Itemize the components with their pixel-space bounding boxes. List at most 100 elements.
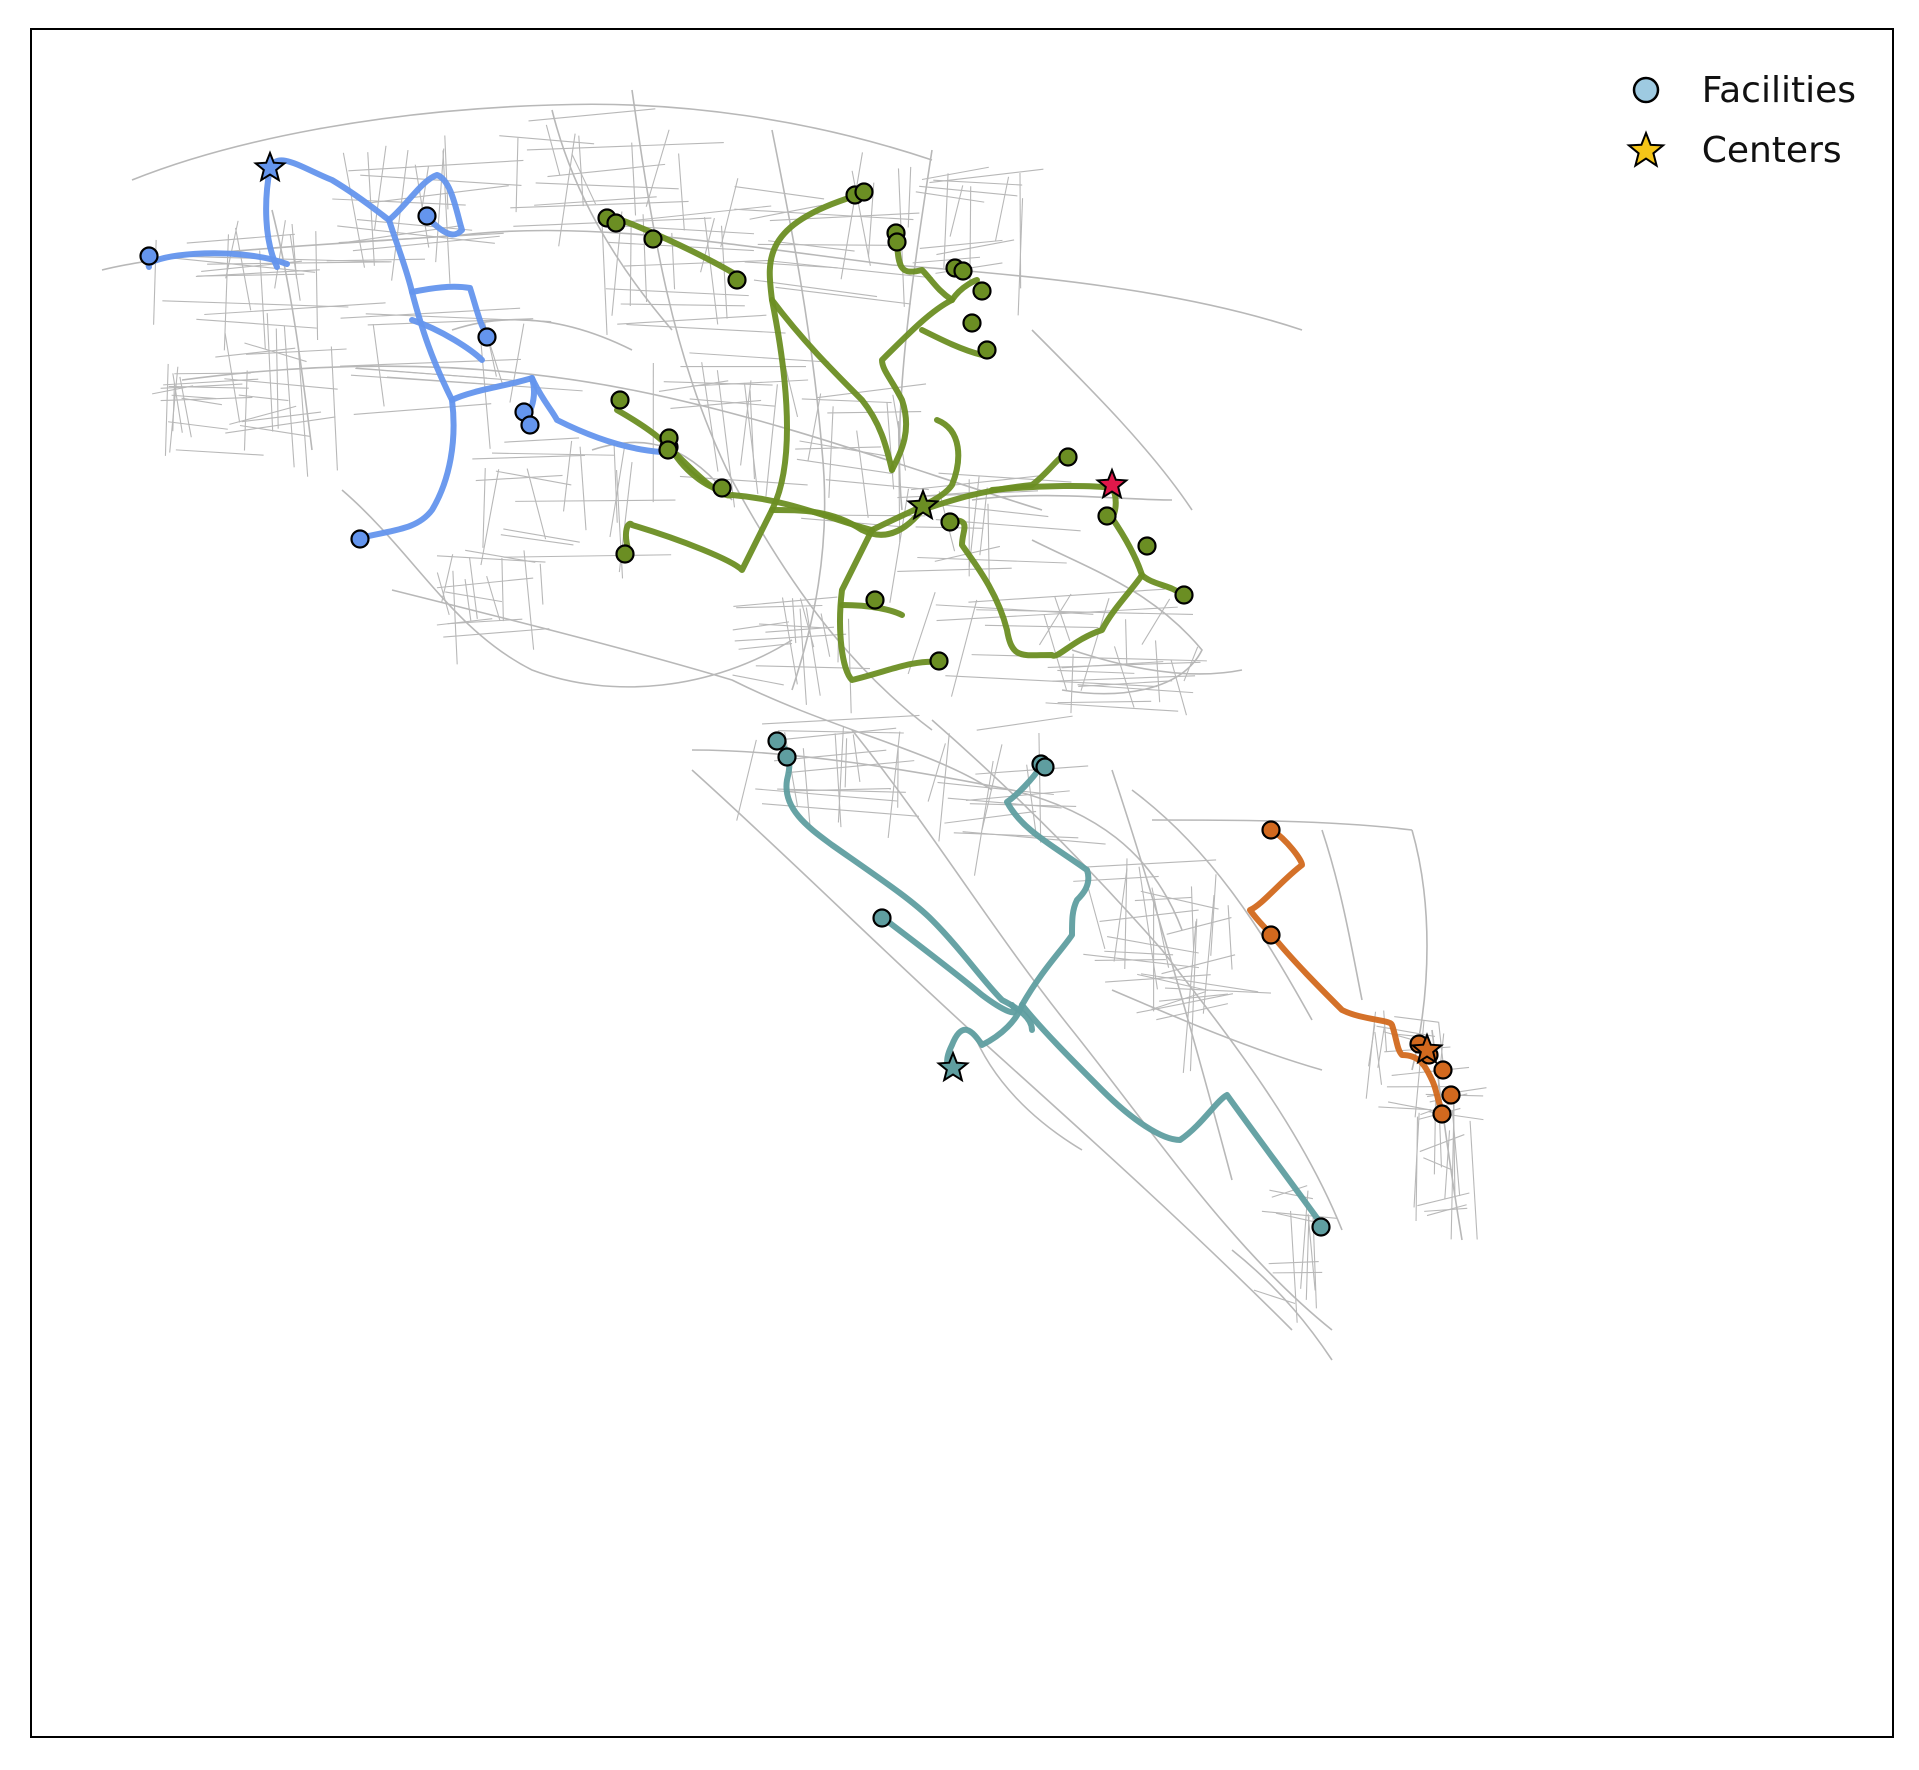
road-segment	[436, 618, 493, 626]
road-segment	[691, 769, 1293, 1331]
road-segment	[670, 399, 762, 410]
route-line	[879, 914, 1018, 1016]
road-segment	[950, 599, 978, 697]
road-segment	[631, 142, 637, 216]
road-segment	[840, 152, 864, 280]
road-segment	[635, 205, 772, 221]
road-segment	[768, 240, 855, 252]
road-segment	[1374, 1031, 1383, 1085]
circle-marker-icon	[1632, 76, 1659, 104]
road-segment	[340, 358, 522, 367]
road-segment	[486, 575, 501, 621]
facility-marker	[643, 229, 663, 249]
road-segment	[259, 250, 266, 349]
road-segment	[936, 239, 1015, 256]
road-segment	[1151, 991, 1206, 1010]
road-segment	[837, 726, 844, 823]
legend-item-facilities: Facilities	[1616, 60, 1856, 120]
road-segment	[733, 596, 838, 607]
road-segment	[936, 606, 1178, 622]
route-line	[623, 507, 775, 573]
road-segment	[919, 239, 1003, 250]
road-segment	[738, 643, 793, 650]
road-segment	[975, 765, 1089, 775]
road-segment	[297, 346, 309, 477]
road-segment	[160, 396, 253, 402]
road-segment	[945, 675, 1158, 688]
road-segment	[534, 196, 657, 206]
road-segment	[907, 591, 936, 675]
road-segment	[1134, 896, 1192, 902]
legend-item-centers: Centers	[1616, 120, 1856, 180]
road-network-map	[101, 89, 1487, 1361]
facility-marker	[1174, 585, 1194, 605]
road-segment	[1376, 1025, 1436, 1037]
road-segment	[645, 129, 670, 207]
road-segment	[1452, 1103, 1456, 1195]
road-segment	[1189, 918, 1198, 1072]
road-segment	[777, 788, 906, 793]
facility-marker	[1261, 820, 1281, 840]
route-line	[1247, 827, 1305, 938]
road-segment	[889, 488, 910, 603]
road-segment	[482, 468, 486, 548]
road-segment	[337, 225, 495, 244]
road-segment	[172, 384, 175, 432]
road-segment	[164, 363, 169, 456]
road-segment	[1057, 700, 1152, 704]
road-segment	[602, 224, 755, 235]
route-line	[386, 172, 465, 238]
road-segment	[370, 185, 509, 204]
route-line	[267, 157, 392, 223]
road-segment	[678, 153, 685, 231]
road-segment	[1107, 936, 1199, 954]
road-segment	[786, 760, 915, 774]
routes-layer	[145, 157, 1445, 1228]
road-segment	[1423, 1157, 1453, 1171]
road-segment	[770, 260, 933, 279]
road-segment	[1231, 1249, 1333, 1361]
route-line	[894, 237, 955, 303]
facility-marker	[727, 270, 747, 290]
road-segment	[736, 604, 823, 609]
road-segment	[944, 810, 1037, 824]
road-segment	[238, 394, 289, 402]
road-segment	[791, 598, 797, 644]
road-segment	[847, 618, 852, 714]
road-segment	[1151, 819, 1413, 831]
route-line	[879, 297, 955, 473]
road-segment	[1136, 993, 1234, 1014]
road-segment	[1038, 593, 1072, 646]
markers-layer	[139, 150, 1461, 1237]
road-segment	[716, 370, 736, 508]
road-segment	[441, 554, 454, 603]
road-segment	[1031, 539, 1203, 695]
road-segment	[663, 381, 773, 386]
center-star-marker	[906, 488, 940, 521]
road-segment	[626, 323, 786, 334]
road-segment	[181, 365, 1043, 511]
road-segment	[994, 176, 1010, 242]
road-segment	[515, 499, 676, 502]
road-segment	[235, 227, 252, 311]
road-segment	[491, 452, 615, 456]
road-segment	[579, 446, 587, 531]
route-line	[769, 507, 925, 538]
road-segment	[981, 744, 1003, 830]
facility-marker	[1261, 925, 1281, 945]
road-segment	[355, 367, 488, 379]
route-line	[919, 451, 1072, 513]
road-segment	[753, 279, 878, 298]
road-segment	[179, 376, 192, 438]
road-segment	[444, 135, 449, 210]
road-segment	[436, 577, 534, 589]
facility-marker	[865, 590, 885, 610]
road-segment	[629, 222, 632, 307]
road-segment	[163, 378, 259, 386]
road-segment	[620, 303, 745, 307]
road-segment	[558, 133, 576, 247]
road-segment	[229, 405, 297, 425]
road-segment	[1307, 1213, 1316, 1291]
road-segment	[181, 397, 222, 406]
facility-marker	[139, 246, 159, 266]
